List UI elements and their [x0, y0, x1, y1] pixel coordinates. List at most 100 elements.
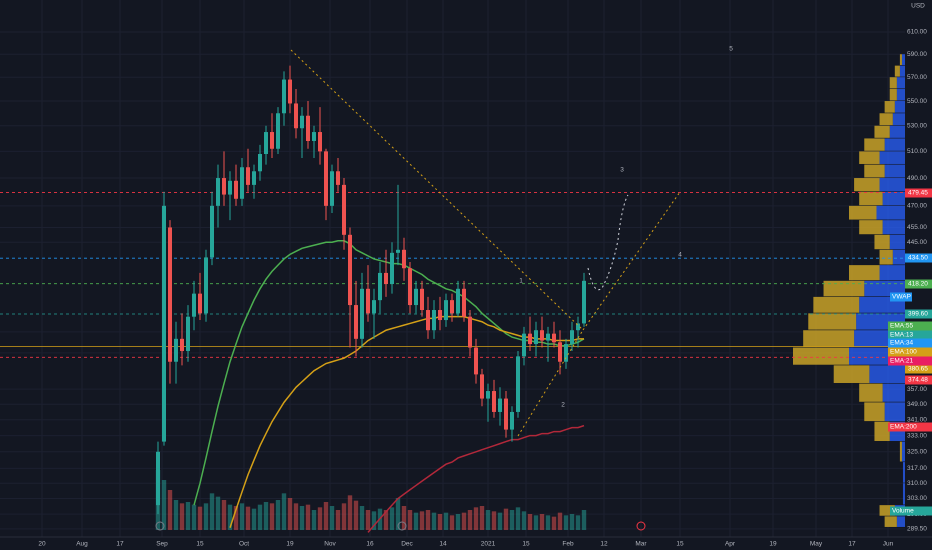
event-icon[interactable]	[155, 521, 165, 531]
profile-up	[876, 205, 905, 220]
profile-up	[896, 516, 905, 527]
event-icon[interactable]	[636, 521, 646, 531]
candle-body	[282, 79, 286, 114]
x-tick-label: 20	[38, 541, 46, 548]
x-tick-label: 17	[116, 541, 124, 548]
candle-body	[354, 305, 358, 339]
price-tag-label: 380.65	[908, 366, 928, 373]
profile-up	[882, 220, 905, 235]
y-tick-label: 289.50	[907, 526, 927, 533]
x-tick-label: Mar	[635, 541, 647, 548]
profile-up	[879, 178, 905, 192]
volume-bar	[233, 506, 239, 530]
candle-body	[462, 288, 466, 317]
profile-down	[808, 313, 857, 330]
indicator-tag-label: Volume	[892, 508, 914, 515]
profile-up	[902, 483, 905, 505]
candle-body	[264, 132, 268, 154]
price-tag	[905, 279, 932, 289]
candle-body	[504, 398, 508, 430]
volume-bar	[257, 504, 263, 530]
y-tick-label: 550.00	[907, 98, 927, 105]
wave-label: 4	[678, 252, 682, 259]
volume-bar	[359, 506, 365, 530]
volume-bar	[491, 511, 497, 530]
candle-body	[498, 398, 502, 412]
volume-bar	[557, 512, 563, 530]
candle-body	[300, 115, 304, 129]
profile-down	[859, 191, 883, 206]
profile-up	[889, 234, 905, 250]
profile-down	[854, 178, 880, 192]
volume-bar	[329, 506, 335, 530]
candle-body	[246, 167, 250, 185]
volume-bar	[251, 508, 257, 530]
volume-bar	[305, 504, 311, 530]
candle-body	[564, 344, 568, 362]
profile-up	[892, 249, 905, 265]
y-tick-label: 303.00	[907, 495, 927, 502]
candle-body	[252, 171, 256, 185]
candle-body	[438, 310, 442, 321]
ema-line	[367, 424, 585, 533]
indicator-tag	[890, 292, 912, 302]
trendline	[582, 191, 681, 331]
wave-label: 5	[729, 46, 733, 53]
volume-bar	[431, 512, 437, 530]
volume-bar	[335, 510, 341, 530]
y-tick-label: 490.00	[907, 175, 927, 182]
volume-bar	[275, 500, 281, 530]
profile-down	[864, 164, 885, 178]
volume-bar	[425, 510, 431, 530]
profile-up	[902, 462, 905, 483]
volume-bar	[449, 515, 455, 530]
indicator-tag	[888, 422, 932, 432]
candle-body	[258, 153, 262, 172]
x-tick-label: Nov	[324, 541, 336, 548]
profile-down	[864, 402, 885, 422]
y-tick-label: 349.00	[907, 401, 927, 408]
volume-bar	[317, 507, 323, 530]
volume-bar	[311, 510, 317, 530]
indicator-tag-label: EMA:55	[890, 323, 914, 330]
profile-up	[882, 383, 905, 402]
profile-down	[899, 54, 902, 66]
x-tick-label: 14	[439, 541, 447, 548]
profile-up	[884, 138, 905, 151]
volume-bar	[245, 506, 251, 530]
wave-label: 2	[561, 402, 565, 409]
candle-body	[288, 79, 292, 104]
event-icon[interactable]	[397, 521, 407, 531]
profile-up	[879, 265, 905, 281]
volume-bar	[167, 490, 173, 530]
volume-bar	[575, 515, 581, 530]
profile-down	[884, 101, 895, 113]
volume-bar	[269, 503, 275, 530]
volume-bar	[563, 515, 569, 530]
volume-bar	[509, 510, 515, 530]
y-tick-label: 317.00	[907, 465, 927, 472]
price-tag-label: 418.20	[908, 281, 928, 288]
volume-bar	[545, 515, 551, 530]
y-tick-label: 341.00	[907, 416, 927, 423]
volume-bar	[497, 512, 503, 530]
profile-down	[874, 421, 890, 441]
candle-body	[192, 293, 196, 317]
volume-bar	[323, 502, 329, 530]
x-tick-label: Aug	[76, 541, 88, 548]
profile-up	[889, 125, 905, 138]
volume-bar	[191, 504, 197, 530]
volume-bar	[239, 503, 245, 530]
volume-bar	[443, 512, 449, 530]
profile-down	[849, 205, 877, 220]
wave-label: 3	[620, 167, 624, 174]
candle-body	[198, 293, 202, 314]
profile-up	[894, 101, 905, 113]
volume-bar	[533, 515, 539, 530]
indicator-tag-label: EMA:200	[890, 424, 917, 431]
candle-body	[408, 268, 412, 306]
candle-body	[390, 252, 394, 284]
candle-body	[234, 180, 238, 199]
indicator-tag-label: EMA:13	[890, 332, 914, 339]
volume-bar	[299, 506, 305, 530]
